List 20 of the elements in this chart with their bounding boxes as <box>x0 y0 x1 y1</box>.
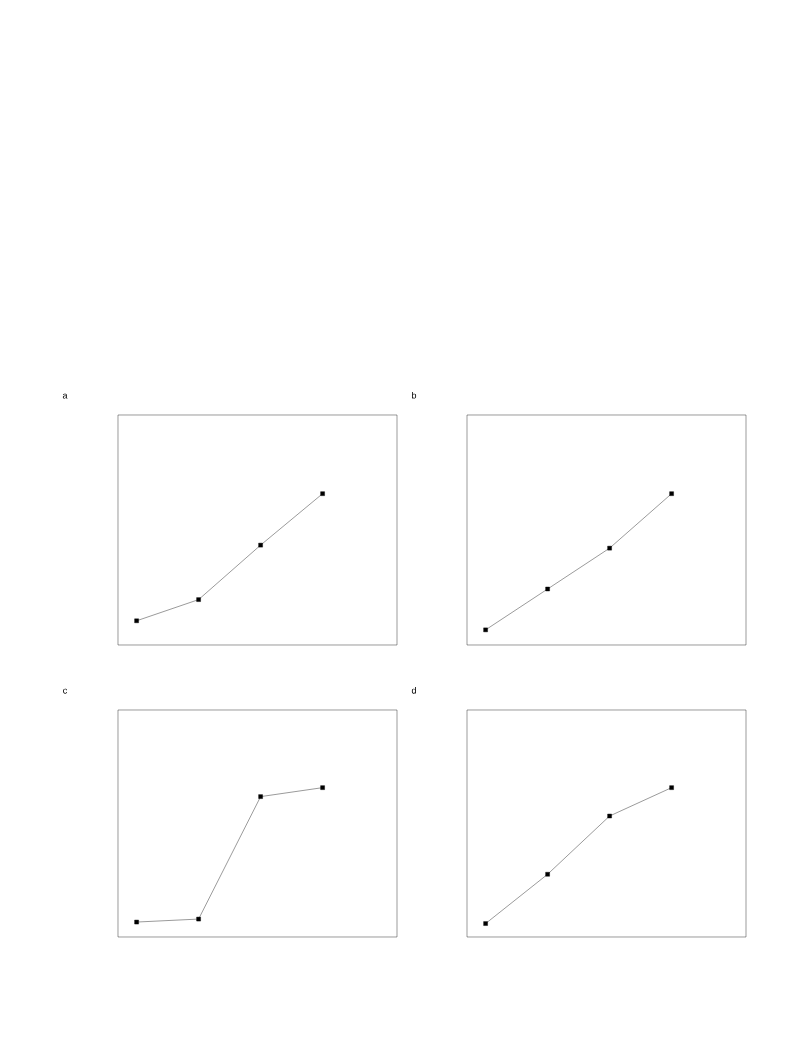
point <box>258 794 263 799</box>
chart-title: b <box>412 391 417 399</box>
point <box>196 597 201 602</box>
point <box>483 627 488 633</box>
point <box>545 586 550 592</box>
point <box>134 618 139 623</box>
chart-title: c <box>63 688 68 694</box>
point <box>669 785 674 790</box>
point <box>134 919 139 925</box>
chart-title: a <box>62 393 68 399</box>
point <box>483 921 488 926</box>
point <box>669 491 674 496</box>
point <box>196 916 201 922</box>
chart-title: d <box>411 687 416 694</box>
point <box>607 545 612 551</box>
point <box>607 813 612 819</box>
point <box>258 542 263 548</box>
point <box>545 872 550 877</box>
point <box>320 491 325 496</box>
point <box>320 785 325 790</box>
